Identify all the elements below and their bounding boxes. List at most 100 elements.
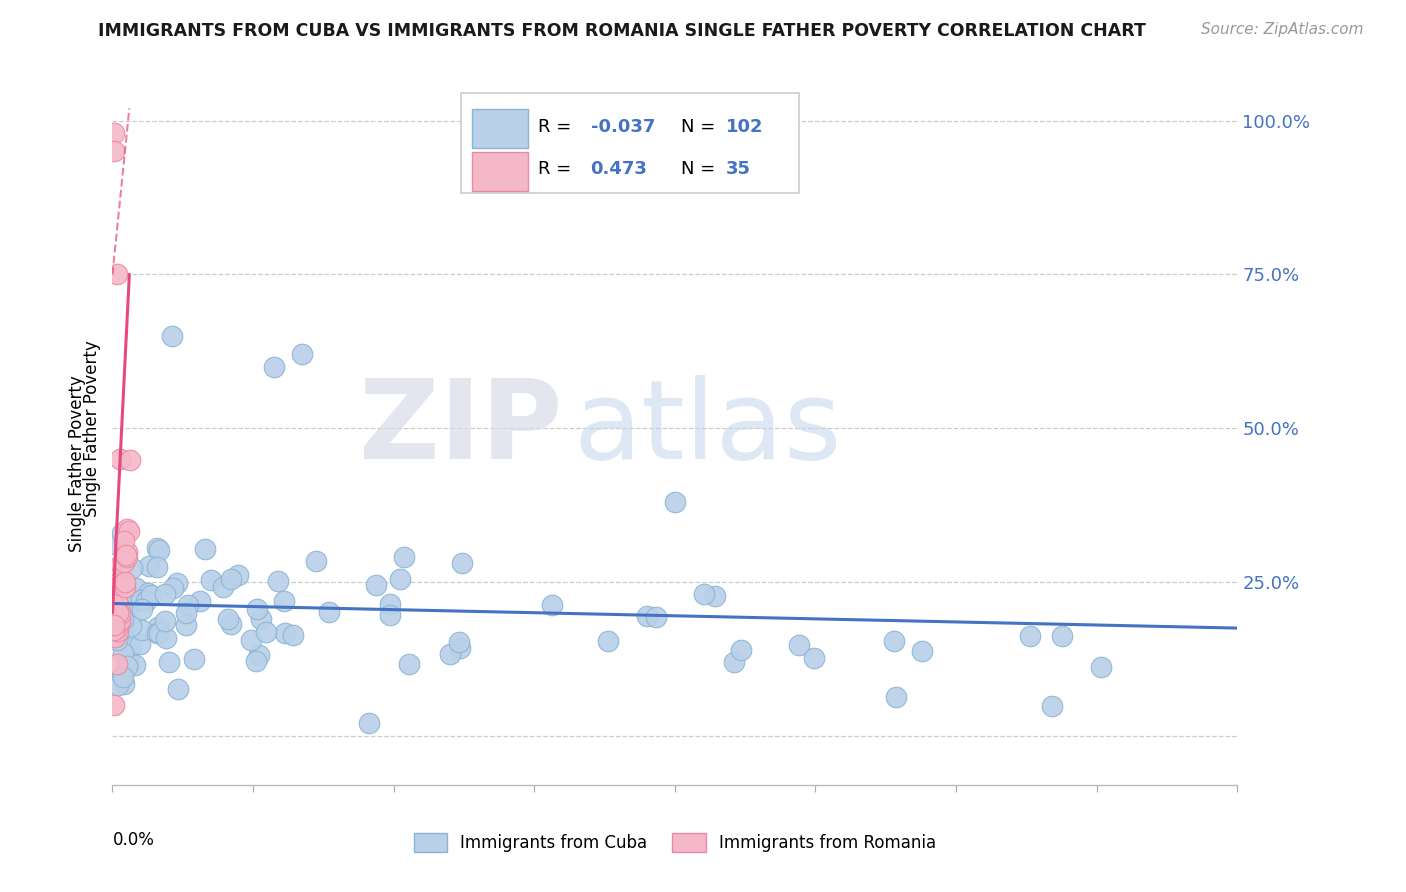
Point	[104, 586, 127, 600]
Point	[305, 554, 328, 568]
Point	[447, 634, 470, 648]
Point	[146, 560, 169, 574]
Point	[1050, 629, 1073, 643]
Point	[167, 681, 190, 696]
Point	[110, 609, 132, 624]
Point	[226, 567, 249, 582]
Text: ZIP: ZIP	[359, 375, 562, 482]
Point	[111, 669, 134, 683]
Point	[104, 611, 127, 625]
Point	[105, 268, 128, 282]
Point	[108, 608, 131, 623]
Point	[111, 525, 134, 540]
Point	[138, 558, 160, 573]
Point	[155, 631, 177, 645]
Legend: Immigrants from Cuba, Immigrants from Romania: Immigrants from Cuba, Immigrants from Ro…	[406, 826, 943, 859]
Point	[138, 589, 160, 603]
Point	[146, 541, 169, 555]
Point	[162, 581, 184, 595]
Point	[136, 586, 159, 600]
Point	[723, 655, 745, 669]
Point	[177, 599, 200, 613]
Text: N =: N =	[681, 161, 714, 178]
Point	[107, 606, 129, 620]
Point	[883, 633, 905, 648]
Point	[148, 543, 170, 558]
Point	[378, 608, 401, 623]
Point	[124, 581, 146, 595]
FancyBboxPatch shape	[461, 93, 799, 193]
Point	[249, 611, 271, 625]
Point	[104, 600, 127, 615]
Point	[245, 654, 267, 668]
Point	[120, 592, 142, 607]
Point	[200, 573, 222, 587]
Point	[245, 602, 267, 616]
Point	[153, 614, 176, 628]
Point	[273, 594, 295, 608]
Point	[135, 594, 157, 608]
Point	[141, 588, 163, 602]
Point	[664, 495, 686, 509]
Point	[118, 657, 141, 671]
Point	[129, 637, 152, 651]
Point	[103, 698, 125, 712]
Point	[449, 640, 471, 655]
Point	[104, 631, 127, 645]
Text: 35: 35	[725, 161, 751, 178]
Text: Single Father Poverty: Single Father Poverty	[69, 376, 86, 552]
Text: 102: 102	[725, 118, 763, 136]
Point	[1090, 659, 1112, 673]
Point	[174, 606, 197, 620]
Point	[166, 576, 188, 591]
Point	[103, 610, 125, 624]
Point	[108, 607, 131, 622]
Point	[105, 657, 128, 672]
Text: -0.037: -0.037	[591, 118, 655, 136]
Point	[394, 549, 416, 564]
Point	[121, 561, 143, 575]
Point	[120, 619, 142, 633]
Text: atlas: atlas	[574, 375, 842, 482]
Text: N =: N =	[681, 118, 714, 136]
Point	[153, 587, 176, 601]
Point	[247, 648, 270, 663]
Point	[886, 690, 908, 705]
Point	[439, 647, 461, 661]
Text: Source: ZipAtlas.com: Source: ZipAtlas.com	[1201, 22, 1364, 37]
Point	[112, 533, 135, 548]
Point	[108, 570, 131, 584]
Point	[115, 522, 138, 536]
Point	[108, 599, 131, 614]
Point	[787, 639, 810, 653]
Point	[107, 678, 129, 692]
Point	[263, 359, 285, 374]
Point	[105, 613, 128, 627]
Point	[160, 329, 183, 343]
FancyBboxPatch shape	[472, 109, 527, 148]
Point	[803, 651, 825, 665]
Point	[359, 715, 381, 730]
Point	[105, 594, 128, 608]
Point	[115, 545, 138, 559]
Point	[112, 612, 135, 626]
Point	[103, 612, 125, 626]
Point	[107, 620, 129, 634]
Point	[112, 646, 135, 660]
Point	[108, 616, 131, 631]
Point	[598, 634, 620, 648]
Point	[104, 536, 127, 550]
Point	[174, 618, 197, 632]
Point	[194, 542, 217, 557]
Point	[380, 597, 402, 611]
Point	[398, 657, 420, 671]
Point	[366, 578, 388, 592]
Point	[267, 574, 290, 588]
Point	[115, 659, 138, 673]
Point	[283, 628, 305, 642]
Point	[110, 609, 132, 624]
Point	[703, 590, 725, 604]
Point	[217, 612, 239, 626]
Point	[730, 642, 752, 657]
Point	[157, 655, 180, 669]
